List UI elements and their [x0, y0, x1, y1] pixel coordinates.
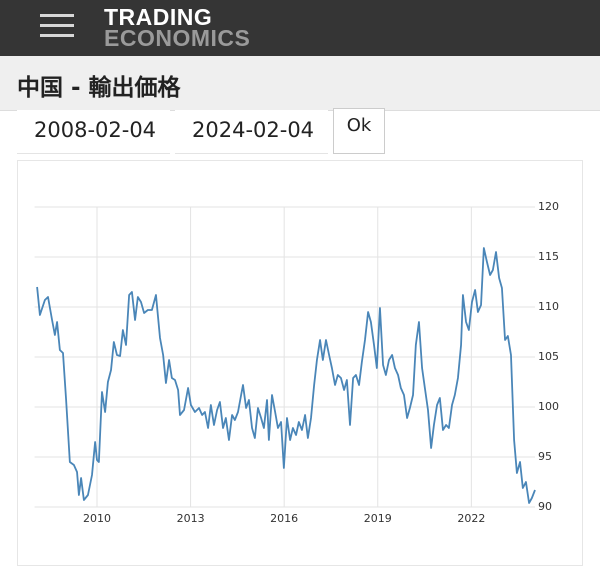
y-tick-label: 100 [538, 400, 559, 413]
y-tick-label: 95 [538, 450, 552, 463]
x-tick-label: 2019 [364, 512, 392, 525]
x-tick-label: 2016 [270, 512, 298, 525]
start-date[interactable]: 2008-02-04 [17, 110, 170, 154]
logo-top: TRADING [104, 4, 213, 30]
x-tick-label: 2010 [83, 512, 111, 525]
x-tick-label: 2013 [177, 512, 205, 525]
menu-button[interactable] [40, 12, 76, 40]
y-tick-label: 115 [538, 250, 559, 263]
x-tick-label: 2022 [457, 512, 485, 525]
y-tick-label: 105 [538, 350, 559, 363]
title-bar: 中国 - 輸出価格 [0, 56, 600, 111]
y-tick-label: 90 [538, 500, 552, 513]
top-bar: TRADING ECONOMICS [0, 0, 600, 56]
y-tick-label: 120 [538, 200, 559, 213]
chart-panel [17, 160, 583, 566]
page-title: 中国 - 輸出価格 [17, 75, 181, 101]
ok-button[interactable]: Ok [333, 108, 385, 154]
end-date[interactable]: 2024-02-04 [175, 110, 328, 154]
logo-bottom: ECONOMICS [104, 25, 251, 51]
data-line [36, 247, 536, 504]
y-tick-label: 110 [538, 300, 559, 313]
